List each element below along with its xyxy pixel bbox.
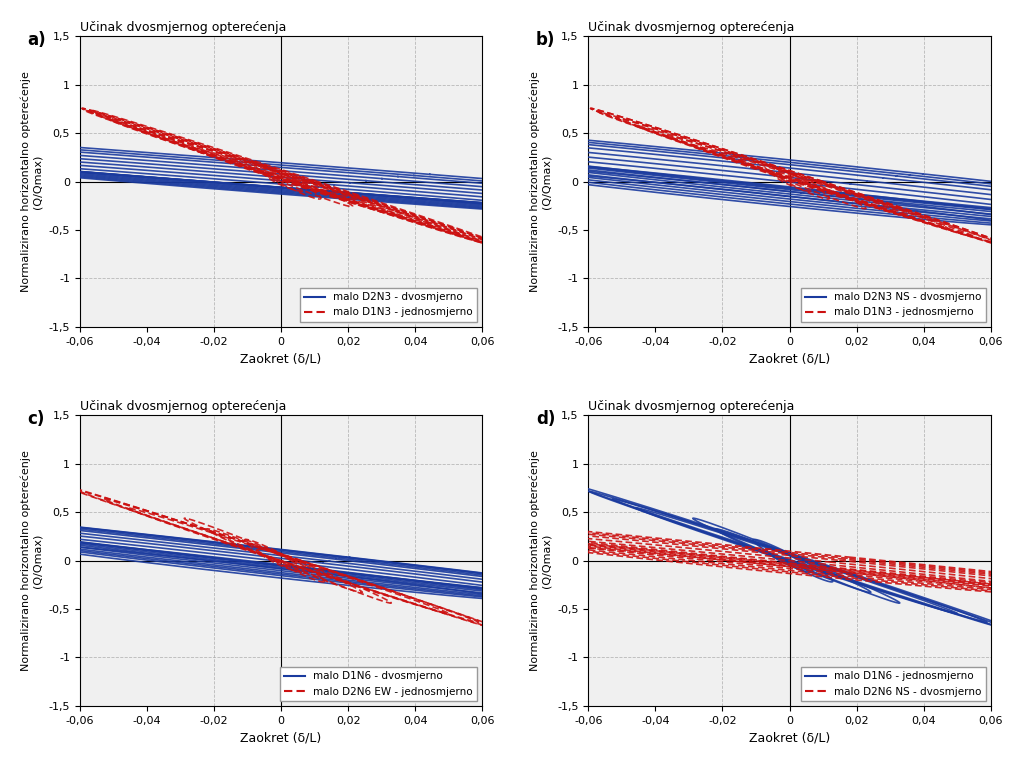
Y-axis label: Normalizirano horizontalno opterećenje
(Q/Qmax): Normalizirano horizontalno opterećenje (… (529, 71, 552, 292)
Y-axis label: Normalizirano horizontalno opterećenje
(Q/Qmax): Normalizirano horizontalno opterećenje (… (529, 451, 552, 671)
Text: Učinak dvosmjernog opterećenja: Učinak dvosmjernog opterećenja (80, 400, 286, 413)
Text: d): d) (536, 409, 555, 428)
X-axis label: Zaokret (δ/L): Zaokret (δ/L) (241, 731, 322, 744)
Text: Učinak dvosmjernog opterećenja: Učinak dvosmjernog opterećenja (588, 21, 795, 34)
Y-axis label: Normalizirano horizontalno opterećenje
(Q/Qmax): Normalizirano horizontalno opterećenje (… (20, 71, 43, 292)
Legend: malo D2N3 - dvosmjerno, malo D1N3 - jednosmjerno: malo D2N3 - dvosmjerno, malo D1N3 - jedn… (300, 288, 477, 321)
Legend: malo D2N3 NS - dvosmjerno, malo D1N3 - jednosmjerno: malo D2N3 NS - dvosmjerno, malo D1N3 - j… (801, 288, 986, 321)
X-axis label: Zaokret (δ/L): Zaokret (δ/L) (749, 731, 830, 744)
Text: b): b) (536, 31, 555, 49)
Text: Učinak dvosmjernog opterećenja: Učinak dvosmjernog opterećenja (80, 21, 286, 34)
Legend: malo D1N6 - jednosmjerno, malo D2N6 NS - dvosmjerno: malo D1N6 - jednosmjerno, malo D2N6 NS -… (801, 667, 986, 701)
Text: a): a) (28, 31, 46, 49)
Text: c): c) (28, 409, 45, 428)
Text: Učinak dvosmjernog opterećenja: Učinak dvosmjernog opterećenja (588, 400, 795, 413)
X-axis label: Zaokret (δ/L): Zaokret (δ/L) (749, 352, 830, 365)
Y-axis label: Normalizirano horizontalno opterećenje
(Q/Qmax): Normalizirano horizontalno opterećenje (… (20, 451, 43, 671)
Legend: malo D1N6 - dvosmjerno, malo D2N6 EW - jednosmjerno: malo D1N6 - dvosmjerno, malo D2N6 EW - j… (280, 667, 477, 701)
X-axis label: Zaokret (δ/L): Zaokret (δ/L) (241, 352, 322, 365)
